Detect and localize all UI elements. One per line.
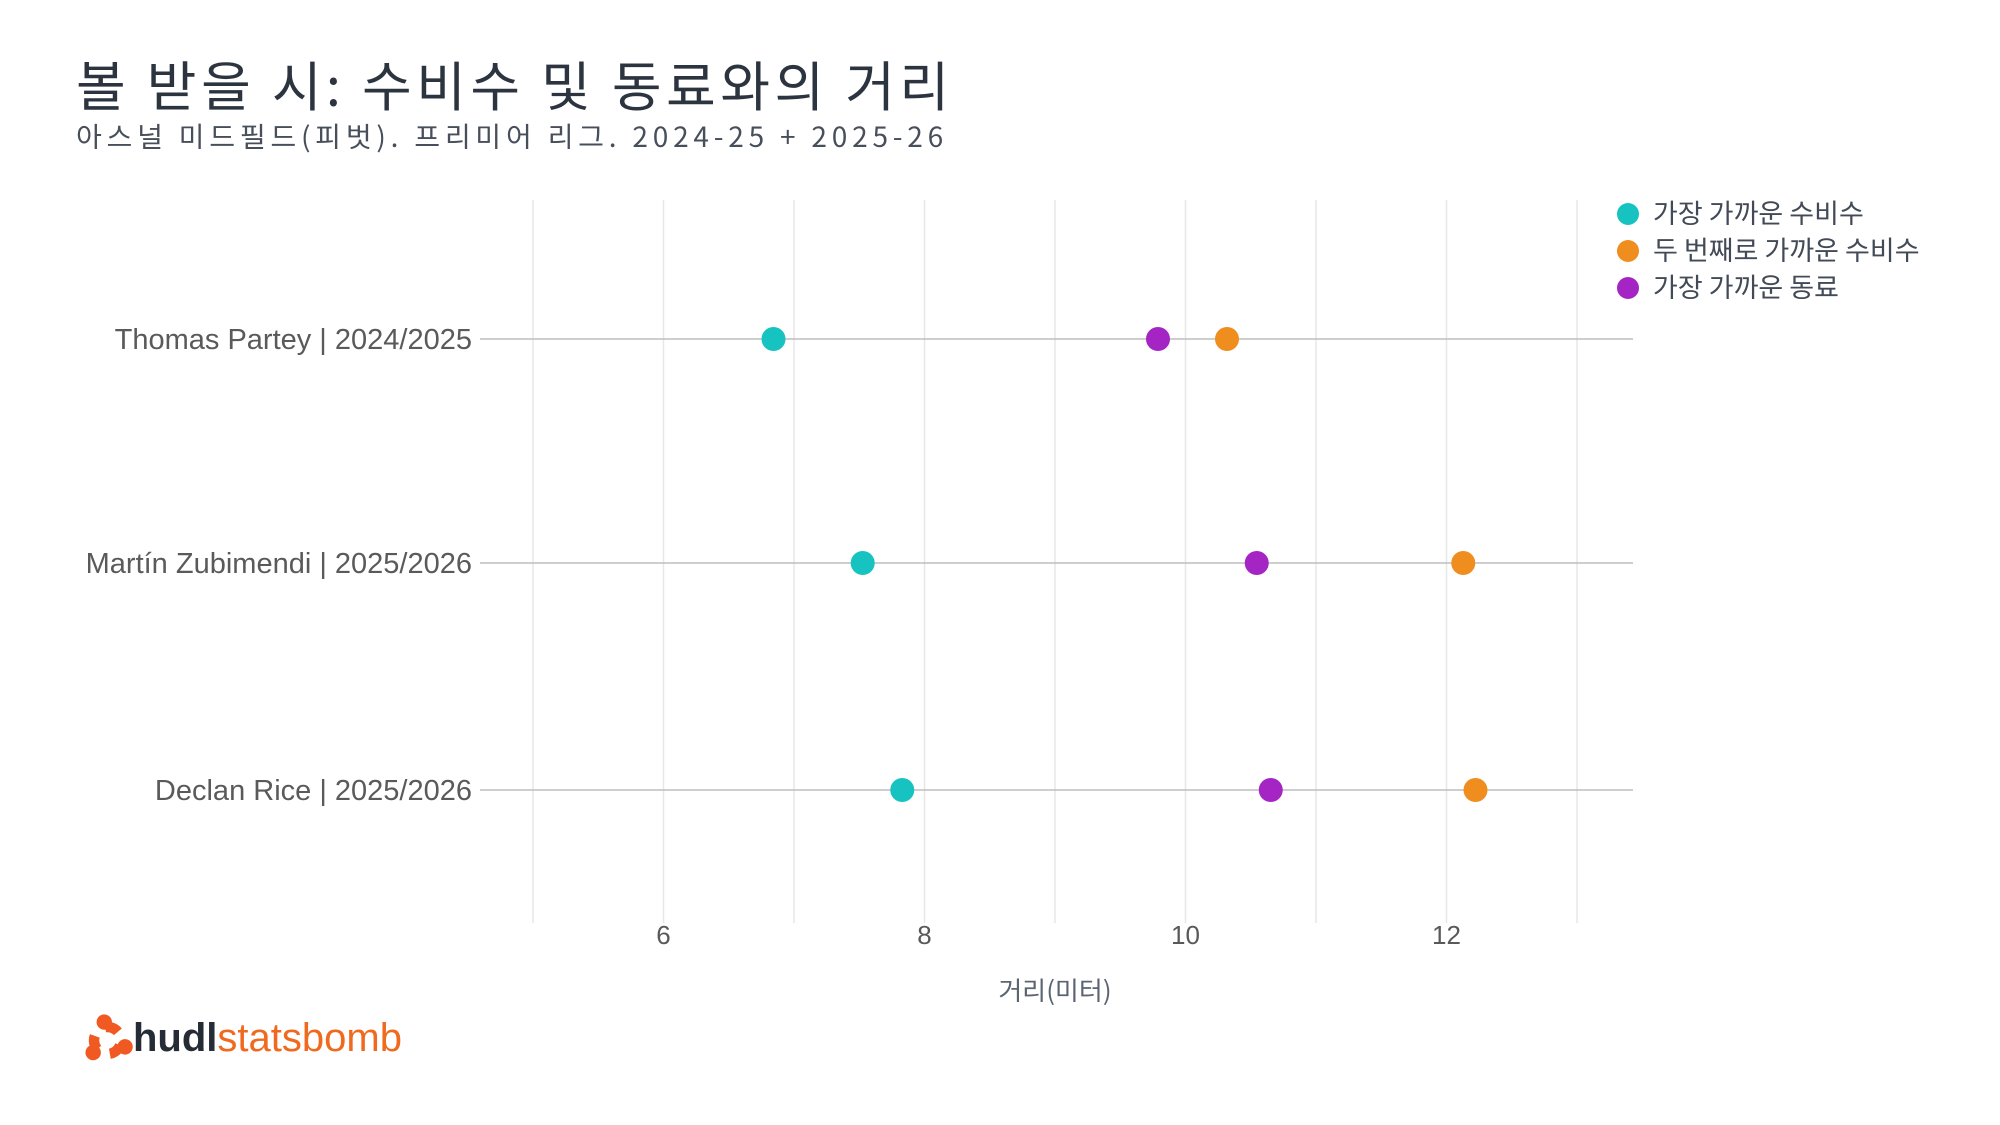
svg-text:거리(미터): 거리(미터) — [998, 971, 1111, 1008]
svg-text:10: 10 — [1171, 920, 1200, 950]
svg-text:가장 가까운 동료: 가장 가까운 동료 — [1653, 266, 1839, 305]
svg-text:8: 8 — [917, 920, 931, 950]
svg-text:12: 12 — [1432, 920, 1461, 950]
svg-text:6: 6 — [656, 920, 670, 950]
svg-text:두 번째로 가까운 수비수: 두 번째로 가까운 수비수 — [1653, 229, 1920, 268]
svg-text:Declan Rice | 2025/2026: Declan Rice | 2025/2026 — [155, 775, 472, 807]
svg-text:Thomas Partey | 2024/2025: Thomas Partey | 2024/2025 — [115, 324, 472, 356]
svg-text:가장 가까운 수비수: 가장 가까운 수비수 — [1653, 192, 1864, 231]
svg-text:Martín Zubimendi | 2025/2026: Martín Zubimendi | 2025/2026 — [86, 548, 472, 580]
